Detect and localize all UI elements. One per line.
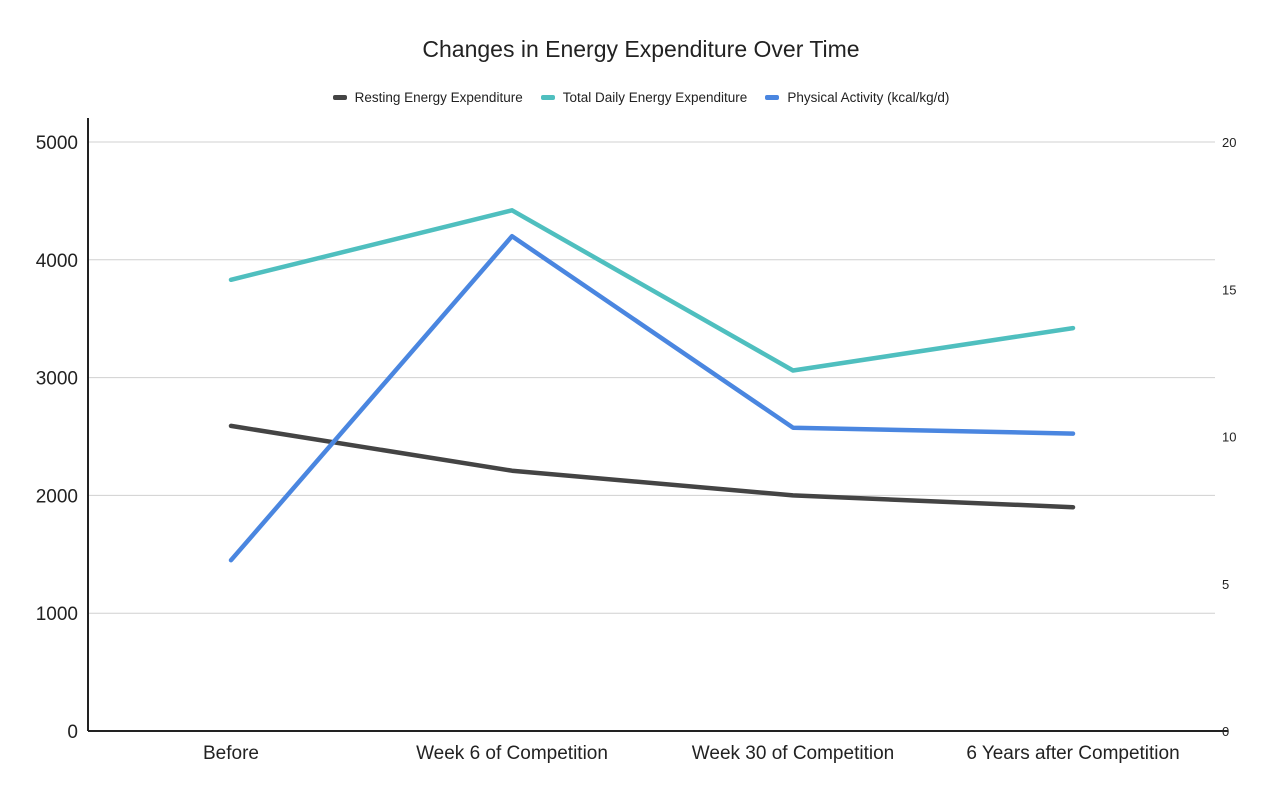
legend-label-resting: Resting Energy Expenditure <box>354 90 523 105</box>
x-tick-label-0: Before <box>203 743 259 764</box>
y-right-tick-label-20: 20 <box>1222 135 1236 150</box>
y-left-tick-label-1000: 1000 <box>36 604 78 625</box>
legend-swatch-resting <box>332 95 347 100</box>
series-line-total <box>228 208 1076 373</box>
chart-title: Changes in Energy Expenditure Over Time <box>422 36 860 62</box>
y-left-tick-label-0: 0 <box>67 722 78 743</box>
y-right-tick-label-15: 15 <box>1222 282 1236 297</box>
y-right-tick-label-10: 10 <box>1222 430 1236 445</box>
y-left-tick-label-3000: 3000 <box>36 369 78 390</box>
y-right-tick-label-5: 5 <box>1222 577 1229 592</box>
series-line-activity <box>228 233 1076 563</box>
y-left-tick-label-5000: 5000 <box>36 133 78 154</box>
legend-item-total: Total Daily Energy Expenditure <box>540 90 748 105</box>
legend: Resting Energy Expenditure Total Daily E… <box>0 90 1282 105</box>
legend-item-resting: Resting Energy Expenditure <box>332 90 523 105</box>
legend-label-total: Total Daily Energy Expenditure <box>562 90 748 105</box>
legend-label-activity: Physical Activity (kcal/kg/d) <box>787 90 950 105</box>
x-tick-label-2: Week 30 of Competition <box>692 743 894 764</box>
legend-item-activity: Physical Activity (kcal/kg/d) <box>765 90 949 105</box>
y-left-tick-label-2000: 2000 <box>36 486 78 507</box>
series-line-resting <box>228 423 1076 510</box>
legend-swatch-total <box>540 95 555 100</box>
x-tick-label-3: 6 Years after Competition <box>966 743 1179 764</box>
y-left-tick-label-4000: 4000 <box>36 251 78 272</box>
legend-swatch-activity <box>765 95 780 100</box>
x-tick-label-1: Week 6 of Competition <box>416 743 608 764</box>
